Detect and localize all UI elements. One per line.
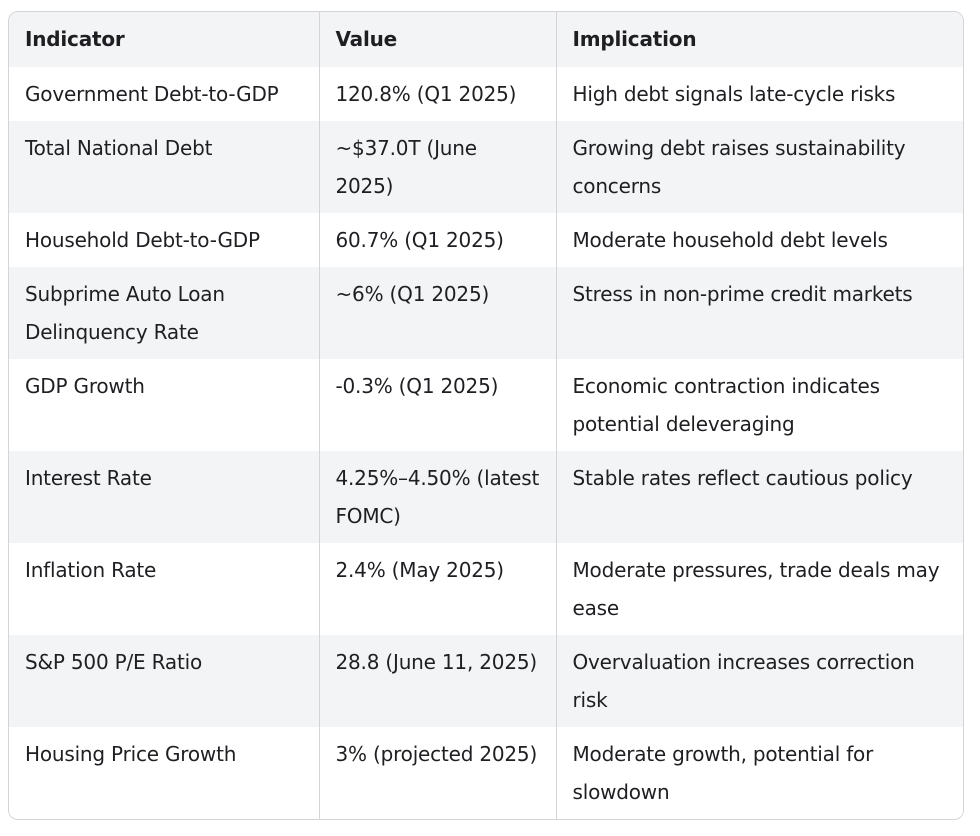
indicator-cell: GDP Growth xyxy=(9,359,319,451)
value-cell: ~6% (Q1 2025) xyxy=(318,267,556,359)
indicator-cell: Government Debt-to-GDP xyxy=(9,67,319,121)
indicator-cell: Household Debt-to-GDP xyxy=(9,213,319,267)
table-row: Subprime Auto Loan Delinquency Rate ~6% … xyxy=(9,267,963,359)
value-cell: 4.25%–4.50% (latest FOMC) xyxy=(318,451,556,543)
indicator-table-container: Indicator Value Implication Government D… xyxy=(8,11,964,820)
column-header-implication: Implication xyxy=(555,12,963,67)
table-row: Household Debt-to-GDP 60.7% (Q1 2025) Mo… xyxy=(9,213,963,267)
implication-cell: Moderate household debt levels xyxy=(555,213,963,267)
value-cell: 2.4% (May 2025) xyxy=(318,543,556,635)
value-cell: -0.3% (Q1 2025) xyxy=(318,359,556,451)
column-header-indicator: Indicator xyxy=(9,12,319,67)
indicator-cell: Inflation Rate xyxy=(9,543,319,635)
indicator-table: Indicator Value Implication Government D… xyxy=(9,12,963,819)
value-cell: ~$37.0T (June 2025) xyxy=(318,121,556,213)
implication-cell: Moderate pressures, trade deals may ease xyxy=(555,543,963,635)
value-cell: 3% (projected 2025) xyxy=(318,727,556,819)
table-row: Total National Debt ~$37.0T (June 2025) … xyxy=(9,121,963,213)
value-cell: 28.8 (June 11, 2025) xyxy=(318,635,556,727)
table-row: Government Debt-to-GDP 120.8% (Q1 2025) … xyxy=(9,67,963,121)
table-row: Housing Price Growth 3% (projected 2025)… xyxy=(9,727,963,819)
implication-cell: Stable rates reflect cautious policy xyxy=(555,451,963,543)
table-header-row: Indicator Value Implication xyxy=(9,12,963,67)
indicator-cell: Total National Debt xyxy=(9,121,319,213)
table-row: S&P 500 P/E Ratio 28.8 (June 11, 2025) O… xyxy=(9,635,963,727)
value-cell: 120.8% (Q1 2025) xyxy=(318,67,556,121)
table-row: GDP Growth -0.3% (Q1 2025) Economic cont… xyxy=(9,359,963,451)
implication-cell: Overvaluation increases correction risk xyxy=(555,635,963,727)
indicator-cell: Housing Price Growth xyxy=(9,727,319,819)
table-row: Inflation Rate 2.4% (May 2025) Moderate … xyxy=(9,543,963,635)
indicator-cell: Interest Rate xyxy=(9,451,319,543)
implication-cell: Growing debt raises sustainability conce… xyxy=(555,121,963,213)
implication-cell: Economic contraction indicates potential… xyxy=(555,359,963,451)
value-cell: 60.7% (Q1 2025) xyxy=(318,213,556,267)
implication-cell: Moderate growth, potential for slowdown xyxy=(555,727,963,819)
indicator-cell: Subprime Auto Loan Delinquency Rate xyxy=(9,267,319,359)
table-row: Interest Rate 4.25%–4.50% (latest FOMC) … xyxy=(9,451,963,543)
indicator-cell: S&P 500 P/E Ratio xyxy=(9,635,319,727)
implication-cell: Stress in non-prime credit markets xyxy=(555,267,963,359)
column-header-value: Value xyxy=(318,12,556,67)
implication-cell: High debt signals late-cycle risks xyxy=(555,67,963,121)
